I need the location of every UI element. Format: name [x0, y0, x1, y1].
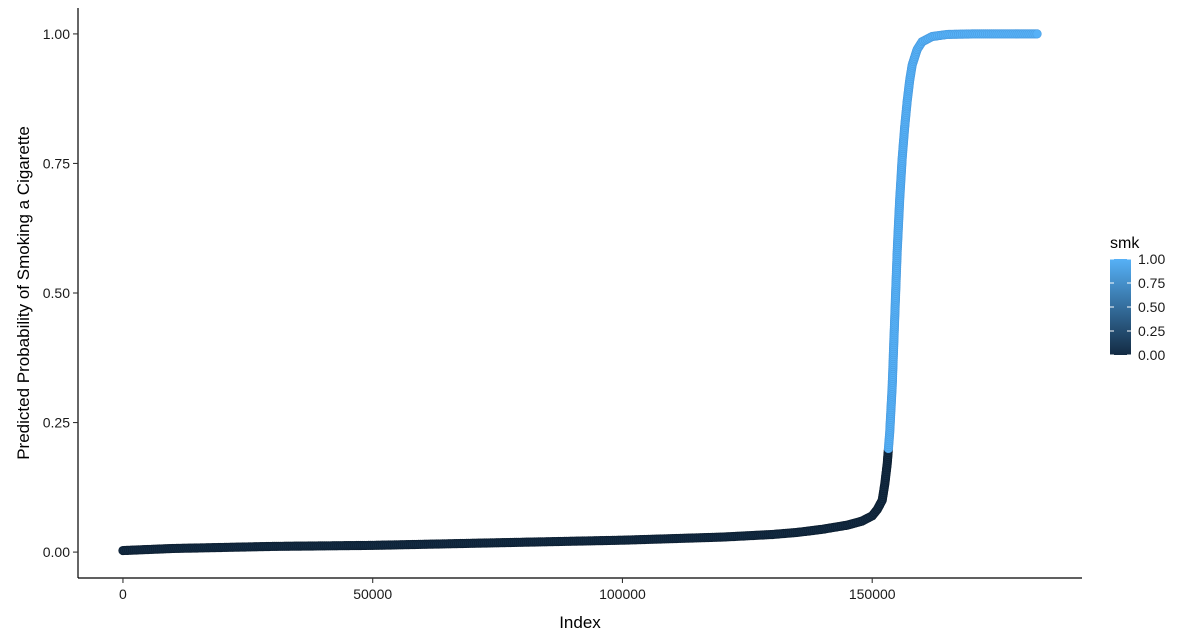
- x-tick-label: 100000: [599, 586, 646, 602]
- legend-tick-label: 0.75: [1138, 275, 1165, 291]
- x-tick-label: 50000: [353, 586, 392, 602]
- data-point: [1032, 29, 1042, 39]
- y-axis-ticks: 0.00 0.25 0.50 0.75 1.00: [43, 26, 78, 560]
- x-axis-title: Index: [559, 613, 601, 632]
- y-tick-label: 0.50: [43, 285, 70, 301]
- legend-colorbar: [1110, 259, 1131, 355]
- y-tick-label: 0.25: [43, 415, 70, 431]
- legend-tick-label: 0.00: [1138, 347, 1165, 363]
- x-tick-label: 150000: [849, 586, 896, 602]
- data-points: [118, 29, 1042, 556]
- x-axis-ticks: 0 50000 100000 150000: [119, 578, 896, 602]
- x-tick-label: 0: [119, 586, 127, 602]
- legend-tick-label: 1.00: [1138, 251, 1165, 267]
- legend: smk 0.00 0.25 0.50 0.75 1.00: [1110, 235, 1165, 363]
- legend-tick-label: 0.50: [1138, 299, 1165, 315]
- legend-ticks: 0.00 0.25 0.50 0.75 1.00: [1110, 251, 1165, 363]
- y-tick-label: 0.00: [43, 544, 70, 560]
- y-tick-label: 1.00: [43, 26, 70, 42]
- legend-title: smk: [1110, 235, 1140, 252]
- legend-tick-label: 0.25: [1138, 323, 1165, 339]
- y-tick-label: 0.75: [43, 155, 70, 171]
- y-axis-title: Predicted Probability of Smoking a Cigar…: [14, 126, 33, 460]
